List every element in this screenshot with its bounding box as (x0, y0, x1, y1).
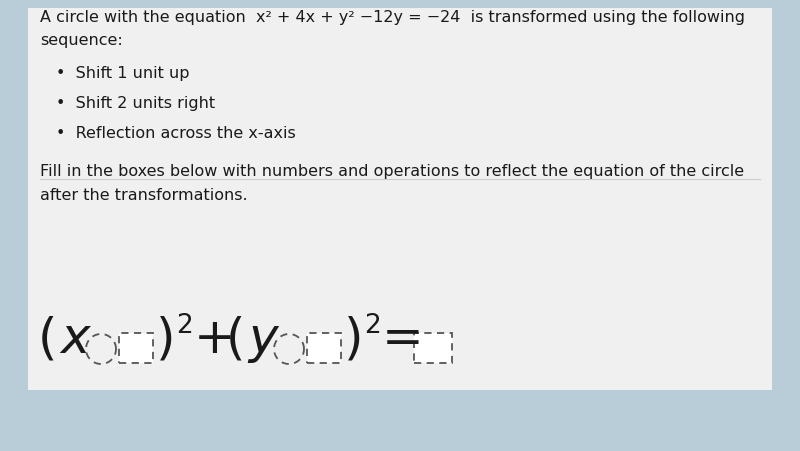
Text: after the transformations.: after the transformations. (40, 188, 248, 203)
Text: =: = (382, 315, 424, 363)
Text: •  Shift 1 unit up: • Shift 1 unit up (56, 66, 190, 81)
Bar (307, 333, 341, 363)
Text: •  Reflection across the x-axis: • Reflection across the x-axis (56, 126, 296, 141)
Text: •  Shift 2 units right: • Shift 2 units right (56, 96, 215, 111)
Text: x: x (60, 315, 90, 363)
Text: y: y (248, 315, 278, 363)
Text: 2: 2 (176, 313, 193, 339)
Text: ): ) (156, 315, 175, 363)
Text: (: ( (38, 315, 58, 363)
Text: 2: 2 (364, 313, 381, 339)
Text: Fill in the boxes below with numbers and operations to reflect the equation of t: Fill in the boxes below with numbers and… (40, 164, 744, 179)
Text: A circle with the equation  x² + 4x + y² −12y = −24  is transformed using the fo: A circle with the equation x² + 4x + y² … (40, 10, 745, 25)
Bar (119, 333, 153, 363)
Text: +: + (194, 315, 236, 363)
Bar (28, 8, 772, 390)
Text: ): ) (344, 315, 363, 363)
Text: (: ( (226, 315, 246, 363)
Bar (414, 333, 452, 363)
Text: sequence:: sequence: (40, 33, 122, 48)
